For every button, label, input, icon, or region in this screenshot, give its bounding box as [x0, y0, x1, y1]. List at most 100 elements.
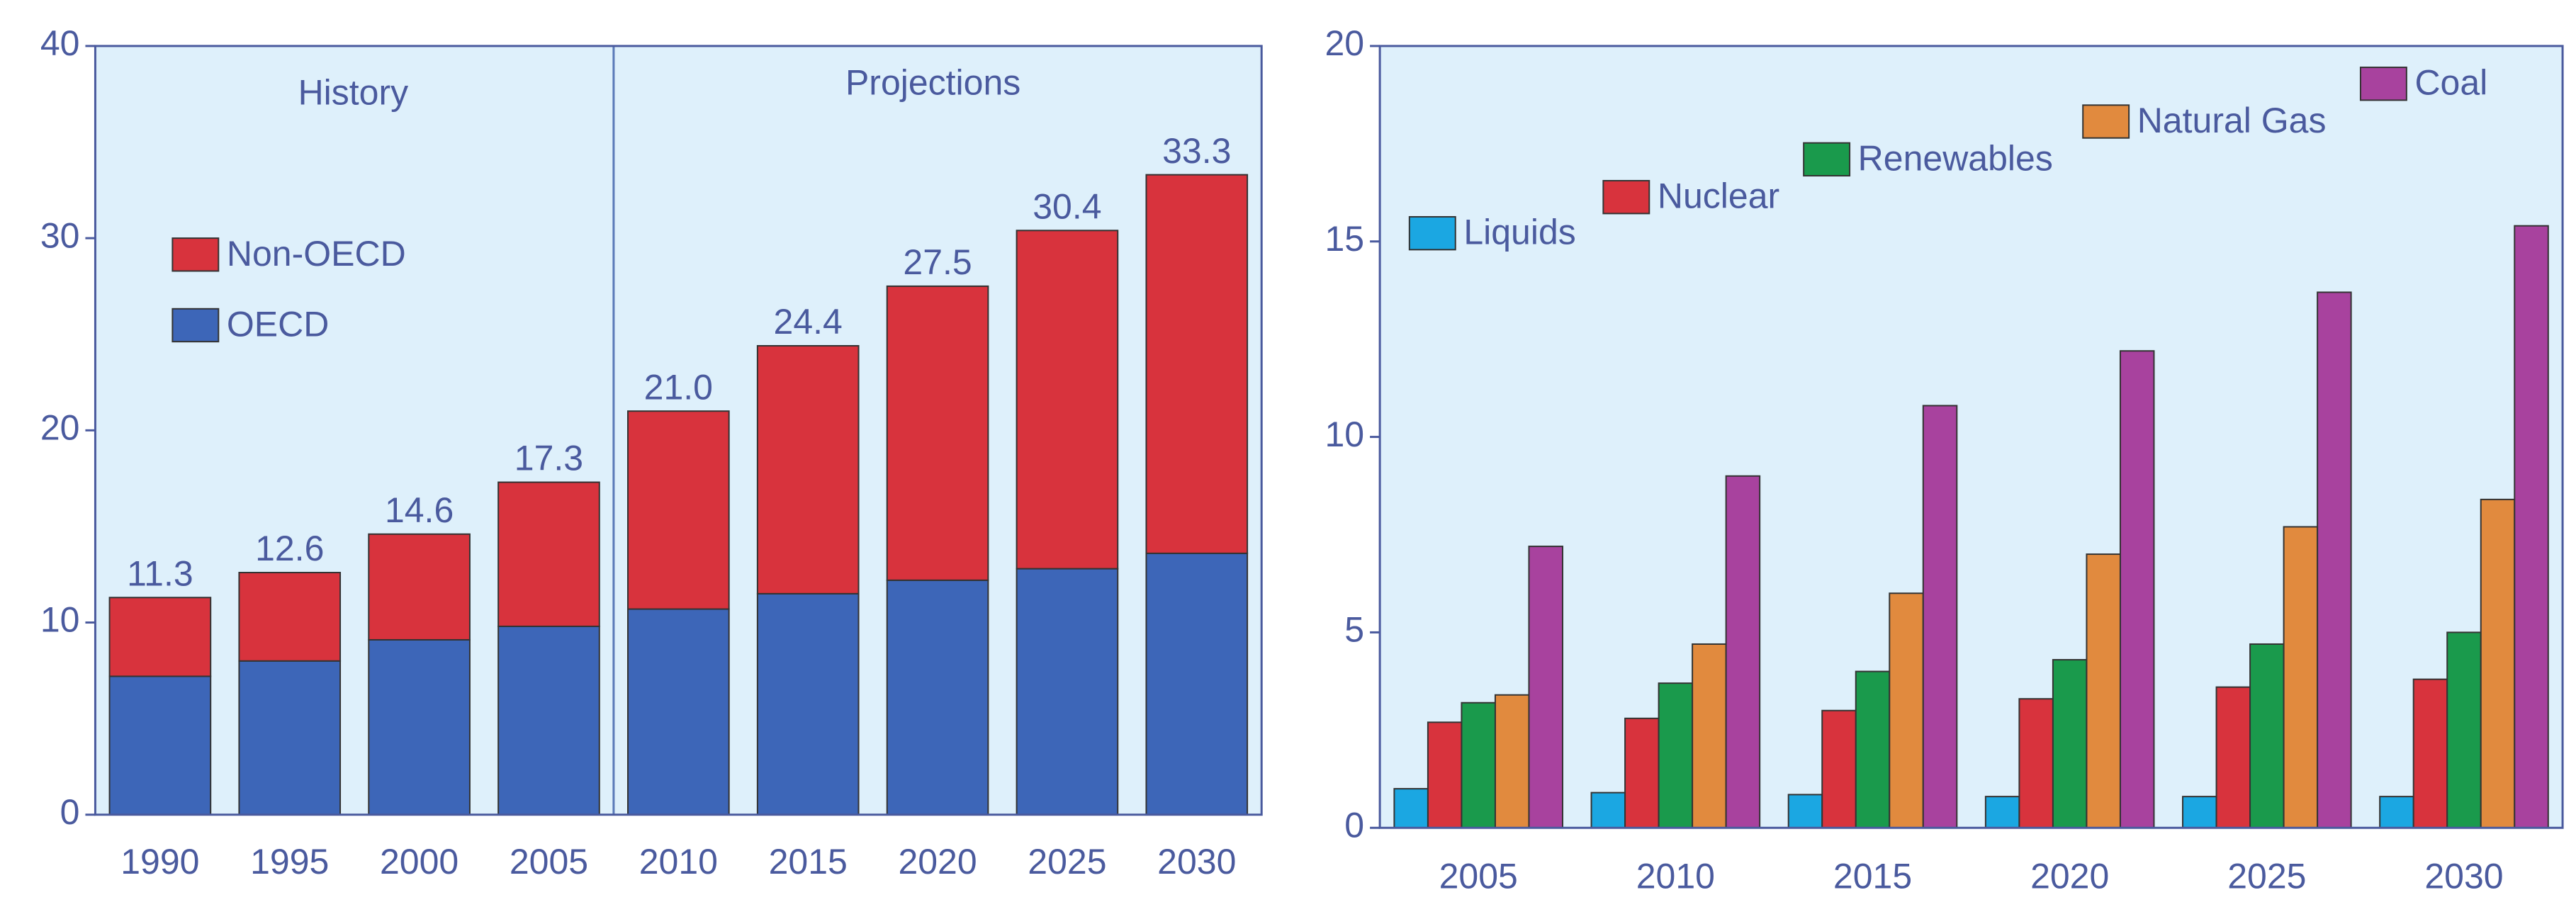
y-tick-label: 0	[1344, 805, 1364, 845]
bar-segment	[368, 533, 471, 641]
y-tick-label: 15	[1324, 219, 1364, 259]
x-tick-label: 2010	[1636, 856, 1715, 896]
plot-background	[1380, 45, 2563, 828]
bar-segment	[108, 597, 212, 677]
bar	[1624, 717, 1660, 829]
bar-segment	[497, 625, 600, 816]
legend-label: Non-OECD	[227, 234, 406, 274]
total-label: 27.5	[903, 242, 972, 282]
plot-frame	[94, 45, 1263, 816]
legend-swatch	[171, 237, 220, 272]
bar	[1725, 475, 1761, 829]
legend-swatch	[1602, 179, 1650, 215]
y-tick-label: 0	[60, 792, 80, 832]
legend-label: Liquids	[1463, 213, 1575, 252]
bar	[1787, 794, 1823, 829]
bar	[1855, 670, 1891, 829]
total-label: 11.3	[127, 553, 193, 593]
bar	[2317, 291, 2352, 829]
legend-swatch	[1803, 142, 1851, 177]
bar-segment	[756, 592, 860, 816]
x-tick-label: 2025	[2227, 856, 2306, 896]
x-tick-label: 2020	[898, 842, 977, 881]
y-tick-label: 10	[40, 600, 80, 640]
total-label: 14.6	[385, 490, 454, 530]
legend-swatch	[2359, 67, 2407, 101]
bar	[2446, 631, 2482, 829]
bar-segment	[627, 608, 730, 816]
bar	[2283, 526, 2319, 829]
bar	[1984, 796, 2020, 829]
bar	[1427, 721, 1463, 829]
bar	[2052, 659, 2088, 829]
legend-label: Renewables	[1858, 138, 2053, 178]
y-tick-label: 20	[1324, 23, 1364, 63]
y-tick-label: 30	[40, 215, 80, 255]
bar-segment	[886, 579, 989, 816]
bar	[1889, 592, 1924, 829]
bar-segment	[886, 285, 989, 581]
bar-segment	[368, 638, 471, 816]
x-tick-label: 2005	[510, 842, 588, 881]
bar-segment	[108, 675, 212, 816]
plot-frame	[1378, 45, 2564, 829]
bar-segment	[1016, 230, 1119, 570]
legend-swatch	[1408, 215, 1456, 251]
bar-segment	[627, 410, 730, 610]
bar	[1494, 694, 1530, 829]
bar	[2086, 553, 2121, 829]
total-label: 12.6	[255, 529, 324, 568]
bar	[1590, 791, 1626, 829]
legend-label: Nuclear	[1658, 176, 1779, 216]
y-tick-label: 40	[40, 23, 80, 63]
total-label: 17.3	[514, 439, 583, 478]
x-tick-label: 2015	[769, 842, 848, 881]
bar	[1692, 643, 1727, 829]
y-tick-label: 20	[40, 408, 80, 448]
bar	[1461, 702, 1496, 829]
bar	[2018, 698, 2054, 829]
bar-segment	[1145, 174, 1249, 554]
x-tick-label: 2030	[2424, 856, 2503, 896]
bar	[2215, 686, 2251, 829]
x-tick-label: 2030	[1157, 842, 1236, 881]
x-tick-label: 2000	[380, 842, 459, 881]
bar	[1922, 405, 1958, 829]
x-tick-label: 2005	[1439, 856, 1518, 896]
bar	[2412, 678, 2448, 829]
bar-segment	[238, 660, 342, 816]
y-tick-label: 10	[1324, 415, 1364, 454]
bar	[1658, 682, 1694, 829]
bar-segment	[756, 344, 860, 595]
legend-swatch	[2082, 104, 2130, 139]
total-label: 24.4	[774, 302, 843, 342]
bar	[2119, 350, 2155, 829]
x-tick-label: 1990	[120, 842, 199, 881]
y-tick-label: 5	[1344, 610, 1364, 650]
total-label: 21.0	[644, 367, 713, 407]
bar	[2514, 225, 2549, 829]
legend-label: OECD	[227, 304, 329, 344]
annotation: History	[298, 73, 409, 113]
bar-segment	[1016, 568, 1119, 816]
bar-segment	[238, 572, 342, 662]
bar-segment	[497, 481, 600, 627]
legend-label: Natural Gas	[2137, 101, 2327, 140]
annotation: Projections	[845, 63, 1020, 103]
x-tick-label: 2025	[1028, 842, 1106, 881]
x-tick-label: 1995	[250, 842, 329, 881]
bar	[1393, 788, 1429, 829]
bar	[1528, 546, 1563, 829]
total-label: 33.3	[1162, 131, 1231, 171]
legend-label: Coal	[2414, 63, 2487, 103]
bar-segment	[1145, 552, 1249, 816]
x-tick-label: 2020	[2030, 856, 2109, 896]
total-label: 30.4	[1033, 186, 1101, 226]
legend-swatch	[171, 308, 220, 343]
bar	[2379, 796, 2414, 829]
bar	[1821, 709, 1857, 829]
bar	[2480, 498, 2516, 829]
x-tick-label: 2010	[639, 842, 718, 881]
bar	[2249, 643, 2285, 829]
